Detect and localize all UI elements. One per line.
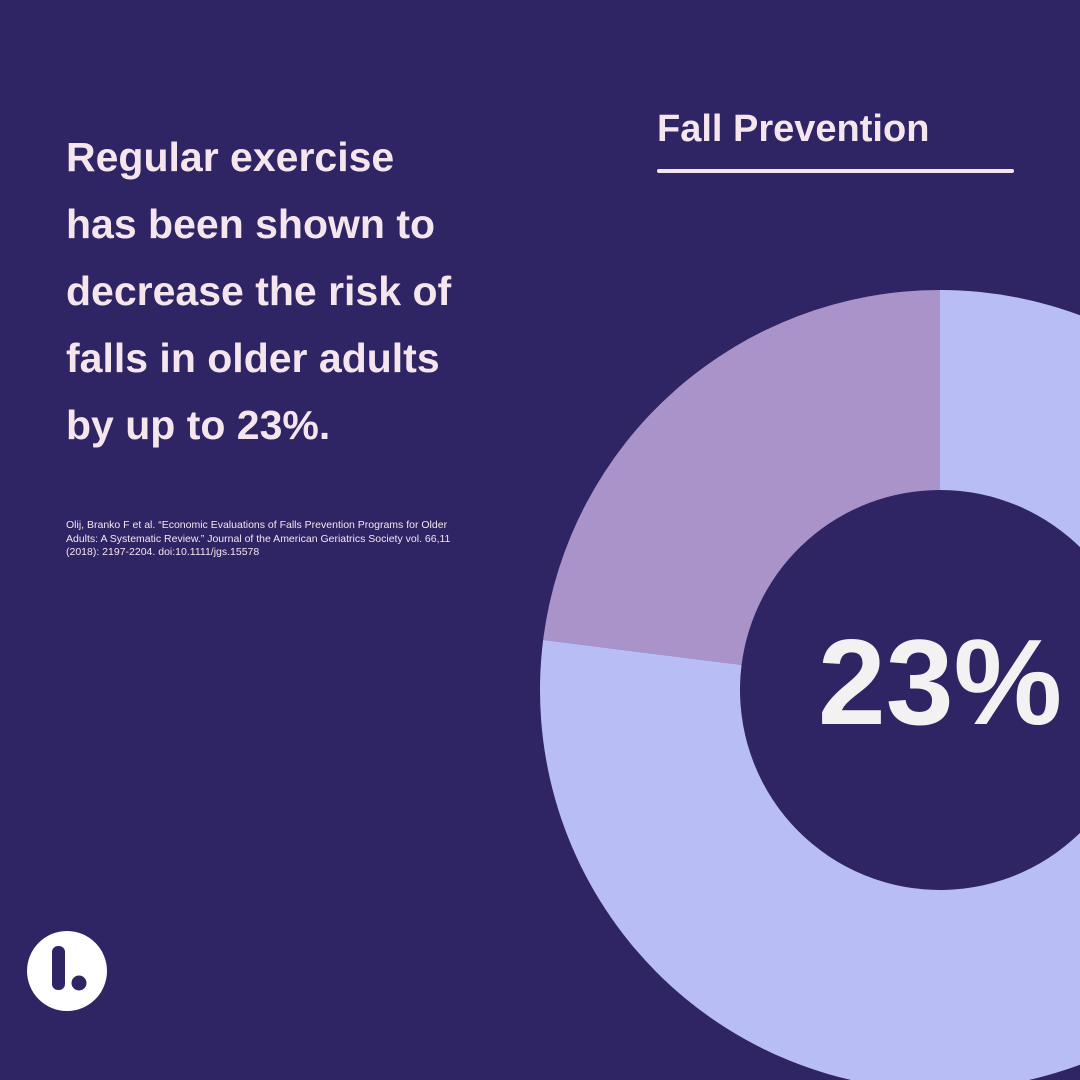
logo <box>27 931 107 1011</box>
donut-segment <box>543 290 940 665</box>
headline-line: Regular exercise <box>66 134 395 180</box>
headline-line: has been shown to <box>66 201 436 247</box>
logo-dot <box>71 975 87 991</box>
center-label: 23% <box>818 614 1062 750</box>
title-underline <box>657 169 1014 173</box>
citation: Olij, Branko F et al. “Economic Evaluati… <box>66 519 451 558</box>
logo-stem <box>52 946 65 990</box>
headline-line: decrease the risk of <box>66 268 452 314</box>
headline: Regular exercise has been shown to decreas… <box>66 124 536 459</box>
headline-line: falls in older adults <box>66 335 440 381</box>
chart-title: Fall Prevention <box>657 108 929 150</box>
headline-line: by up to 23%. <box>66 402 331 448</box>
logo-circle <box>27 931 107 1011</box>
donut-segment <box>540 290 1080 1080</box>
